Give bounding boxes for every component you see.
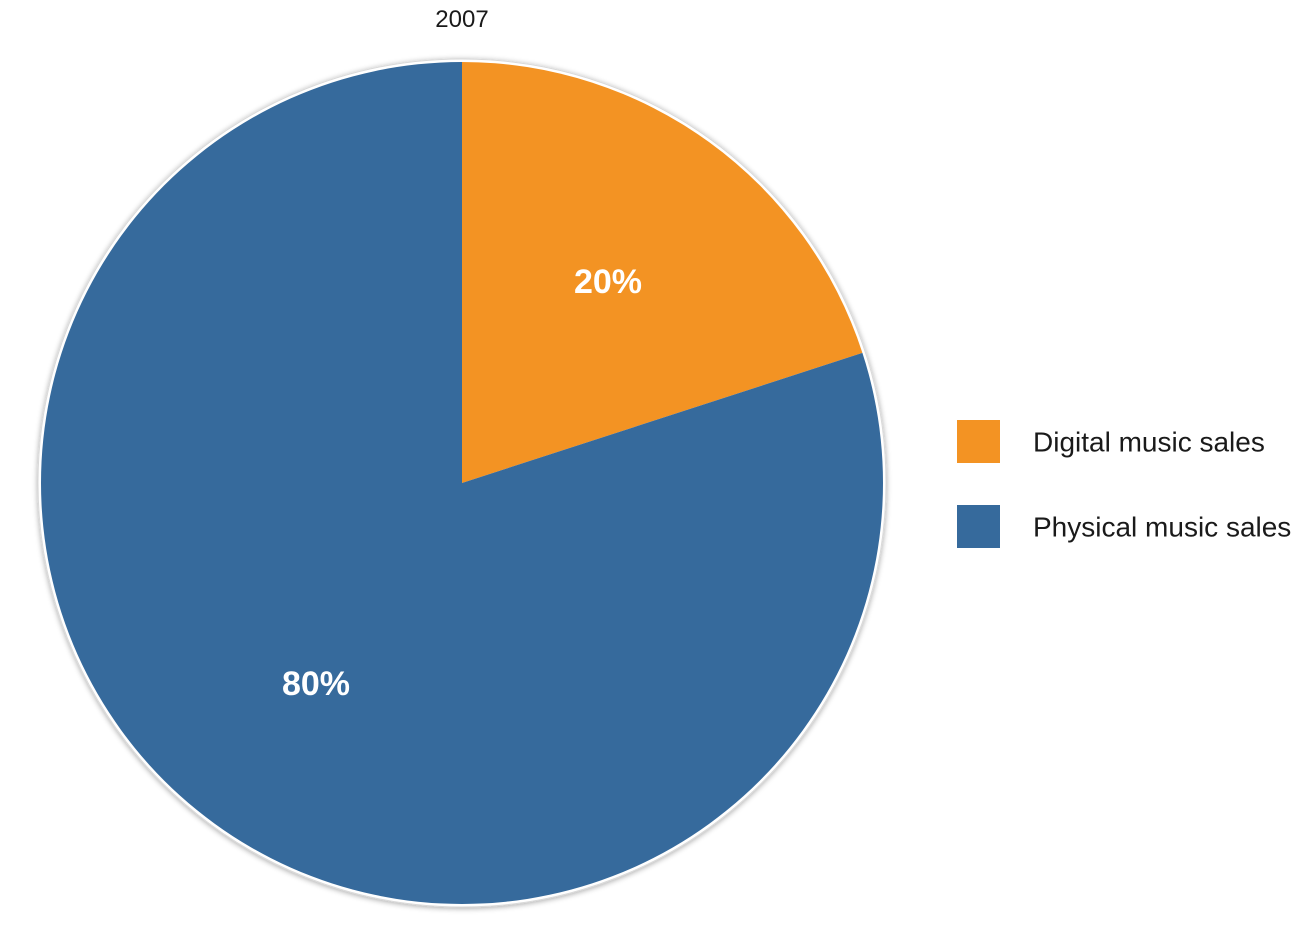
pie-slice-digital-music-sales — [462, 62, 863, 483]
pie-slice-labels: 20% 80% — [282, 263, 642, 703]
legend-swatch-physical-music-sales — [957, 505, 1000, 548]
slice-label-digital-music-sales: 20% — [574, 263, 642, 301]
slice-label-physical-music-sales: 80% — [282, 665, 350, 703]
legend: Digital music sales Physical music sales — [957, 420, 1291, 548]
legend-label-digital-music-sales: Digital music sales — [1033, 427, 1265, 458]
pie-slices — [41, 62, 884, 904]
legend-label-physical-music-sales: Physical music sales — [1033, 512, 1291, 543]
legend-swatch-digital-music-sales — [957, 420, 1000, 463]
pie-slice-physical-music-sales — [41, 62, 884, 904]
chart-title: 2007 — [435, 6, 488, 33]
